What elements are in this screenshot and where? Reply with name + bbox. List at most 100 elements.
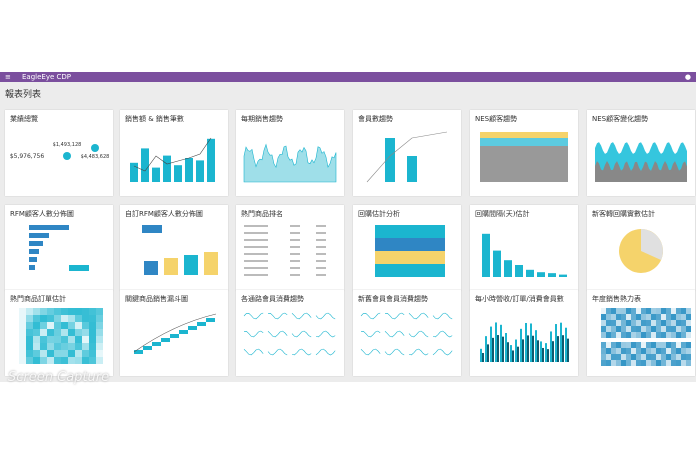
thumb-shape <box>54 336 61 343</box>
report-card[interactable]: 自訂RFM顧客人數分佈圖 <box>120 205 228 291</box>
thumb-shape <box>616 354 621 360</box>
report-card[interactable]: 各通路會員消費趨勢 <box>236 290 344 376</box>
thumb-shape <box>89 308 96 315</box>
thumb-shape <box>676 326 681 332</box>
thumb-shape <box>626 314 631 320</box>
thumb-shape <box>61 343 68 350</box>
thumb-shape <box>40 315 47 322</box>
report-card[interactable]: 熱門商品排名 <box>236 205 344 291</box>
thumb-shape <box>646 314 651 320</box>
thumb-shape <box>666 332 671 338</box>
report-card[interactable]: RFM顧客人數分佈圖 <box>5 205 113 291</box>
menu-icon[interactable]: ≡ <box>5 73 11 81</box>
thumb-shape <box>651 326 656 332</box>
thumb-shape <box>68 329 75 336</box>
report-card[interactable]: 業績總覽 $5,976,756 $1,493,128 $4,483,628 <box>5 110 113 196</box>
thumb-shape <box>666 308 671 314</box>
app-name[interactable]: EagleEye CDP <box>22 73 72 81</box>
thumb-shape <box>89 343 96 350</box>
thumb-shape <box>646 308 651 314</box>
thumb-shape <box>33 329 40 336</box>
thumb-shape <box>267 330 288 338</box>
report-card[interactable]: 關鍵商品銷售漏斗圖 <box>120 290 228 376</box>
thumb-shape <box>666 320 671 326</box>
thumb-shape <box>89 357 96 364</box>
thumb-shape <box>671 332 676 338</box>
report-card[interactable]: 銷售額 & 銷售筆數 <box>120 110 228 196</box>
thumbnail <box>601 308 691 366</box>
thumb-shape <box>432 330 453 338</box>
thumb-shape <box>47 329 54 336</box>
thumb-shape <box>606 354 611 360</box>
thumb-shape <box>681 332 686 338</box>
thumb-shape <box>671 348 676 354</box>
thumb-shape <box>606 360 611 366</box>
user-icon[interactable]: ● <box>684 73 691 81</box>
thumb-shape <box>26 343 33 350</box>
thumb-shape <box>631 348 636 354</box>
report-card[interactable]: 回購間隔(天)估計 <box>470 205 578 291</box>
thumb-shape <box>75 322 82 329</box>
report-card[interactable]: 每期銷售趨勢 <box>236 110 344 196</box>
thumb-shape <box>197 322 206 326</box>
thumb-shape <box>495 322 497 362</box>
thumb-shape <box>61 308 68 315</box>
thumb-shape <box>676 332 681 338</box>
thumb-shape <box>550 331 552 362</box>
report-card[interactable]: NES顧客趨勢 <box>470 110 578 196</box>
thumb-shape <box>542 347 544 362</box>
thumb-shape <box>384 312 405 320</box>
thumb-shape <box>616 320 621 326</box>
page-title: 報表列表 <box>5 90 42 100</box>
report-card[interactable]: 新舊會員會員消費趨勢 <box>353 290 461 376</box>
thumb-shape <box>636 354 641 360</box>
report-card[interactable]: 熱門商品訂單估計 <box>5 290 113 376</box>
thumb-shape <box>686 348 691 354</box>
report-card[interactable]: 每小時營收/訂單/消費會員數 <box>470 290 578 376</box>
thumb-shape <box>641 348 646 354</box>
thumb-shape <box>54 315 61 322</box>
thumb-shape <box>611 314 616 320</box>
thumb-shape <box>19 336 26 343</box>
thumb-shape <box>681 326 686 332</box>
card-title: 各通路會員消費趨勢 <box>241 295 304 303</box>
thumb-shape <box>207 138 215 182</box>
thumb-shape <box>565 327 567 362</box>
thumb-shape <box>631 360 636 366</box>
report-card[interactable]: 年度銷售熱力表 <box>587 290 695 376</box>
thumb-shape <box>686 342 691 348</box>
thumb-shape <box>375 238 445 251</box>
report-card[interactable]: NES顧客變化趨勢 <box>587 110 695 196</box>
thumb-shape <box>606 348 611 354</box>
thumb-shape <box>33 343 40 350</box>
thumb-shape <box>29 257 37 262</box>
report-card[interactable]: 會員數趨勢 <box>353 110 461 196</box>
thumb-shape <box>616 308 621 314</box>
thumb-shape <box>408 330 429 338</box>
thumb-shape <box>681 360 686 366</box>
thumb-shape <box>133 137 212 172</box>
thumb-shape <box>244 225 268 227</box>
thumb-shape <box>671 360 676 366</box>
card-title: 熱門商品排名 <box>241 210 283 218</box>
thumb-shape <box>651 308 656 314</box>
thumb-shape <box>661 348 666 354</box>
card-title: 每期銷售趨勢 <box>241 115 283 123</box>
thumb-shape <box>611 308 616 314</box>
report-card[interactable]: 新客轉回購實數估計 <box>587 205 695 291</box>
thumb-shape <box>89 322 96 329</box>
thumb-shape <box>616 314 621 320</box>
thumb-shape <box>33 336 40 343</box>
thumb-shape <box>316 267 326 269</box>
thumb-shape <box>204 252 218 275</box>
thumb-shape <box>482 233 490 277</box>
thumb-shape <box>547 349 549 362</box>
thumb-shape <box>47 315 54 322</box>
thumb-shape <box>666 348 671 354</box>
thumb-shape <box>661 354 666 360</box>
report-card[interactable]: 回購估計分析 <box>353 205 461 291</box>
thumb-shape <box>206 318 215 322</box>
thumbnail <box>29 225 89 271</box>
thumb-shape <box>40 357 47 364</box>
thumb-shape <box>54 343 61 350</box>
